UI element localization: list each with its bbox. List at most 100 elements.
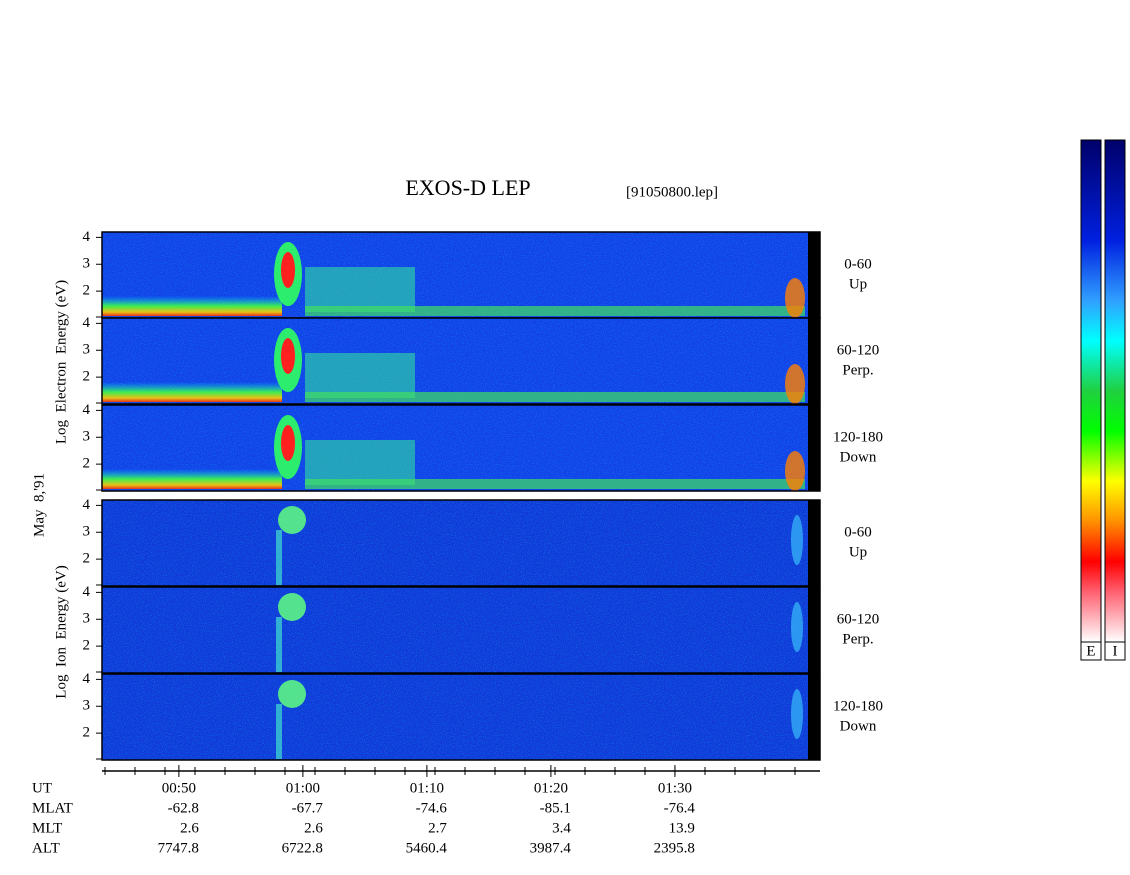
ion-end bbox=[791, 602, 803, 652]
x-tick-label: 01:20 bbox=[534, 780, 568, 796]
panel-label: 0-60 bbox=[844, 256, 872, 272]
ion-burst bbox=[278, 593, 306, 621]
x-tick-label: 00:50 bbox=[162, 780, 196, 796]
ephemeris-value: 2.6 bbox=[304, 820, 323, 836]
panel-label: Down bbox=[840, 718, 877, 734]
ephemeris-name: MLAT bbox=[32, 800, 73, 816]
y-tick-label: 4 bbox=[83, 315, 91, 331]
x-tick-label: 01:10 bbox=[410, 780, 444, 796]
spectrogram-panel: 2 3 4 60-120 Perp. bbox=[83, 584, 880, 674]
end-burst bbox=[785, 451, 805, 491]
structured-region bbox=[305, 267, 415, 312]
y-tick-label: 3 bbox=[83, 611, 91, 627]
spectrogram-panel: 2 3 4 0-60 Up bbox=[83, 229, 872, 319]
burst-core bbox=[281, 252, 295, 288]
data-gap bbox=[808, 500, 820, 586]
chart-title: EXOS-D LEP bbox=[405, 175, 530, 200]
colorbar: E I bbox=[1080, 139, 1126, 661]
ephemeris-value: 2395.8 bbox=[654, 840, 695, 856]
colorbar-label: E bbox=[1086, 643, 1095, 659]
ion-trace bbox=[276, 530, 282, 585]
y-tick-label: 2 bbox=[83, 551, 91, 567]
low-energy-band bbox=[102, 382, 282, 402]
panel-label: 0-60 bbox=[844, 524, 872, 540]
ephemeris-value: 5460.4 bbox=[406, 840, 448, 856]
ephemeris-value: 3987.4 bbox=[530, 840, 572, 856]
data-gap bbox=[808, 674, 820, 760]
ephemeris-value: -85.1 bbox=[540, 800, 571, 816]
y-tick-label: 2 bbox=[83, 638, 91, 654]
structured-region bbox=[305, 440, 415, 485]
ephemeris-value: 7747.8 bbox=[158, 840, 199, 856]
low-band bbox=[305, 392, 805, 402]
plot-area: 2 3 4 0-60 Up 2 3 4 60-120 Perp. 2 3 4 120-180 Down 2 3 4… bbox=[83, 229, 883, 761]
ion-end bbox=[791, 689, 803, 739]
ephemeris-value: -62.8 bbox=[168, 800, 199, 816]
x-axis-label: UT bbox=[32, 780, 52, 796]
ion-burst bbox=[278, 680, 306, 708]
panel-label: Down bbox=[840, 449, 877, 465]
ephemeris-value: 13.9 bbox=[669, 820, 695, 836]
x-tick-label: 01:30 bbox=[658, 780, 692, 796]
ephemeris-value: 2.7 bbox=[428, 820, 447, 836]
panel-label: 120-180 bbox=[833, 698, 883, 714]
end-burst bbox=[785, 278, 805, 318]
file-name: [91050800.lep] bbox=[626, 184, 718, 200]
low-band bbox=[305, 479, 805, 489]
y-tick-label: 2 bbox=[83, 456, 91, 472]
panel-label: 60-120 bbox=[837, 611, 880, 627]
panel-frame bbox=[101, 673, 821, 761]
y-tick-label: 4 bbox=[83, 402, 91, 418]
y-tick-label: 4 bbox=[83, 497, 91, 513]
panel-frame bbox=[101, 586, 821, 674]
y-tick-label: 4 bbox=[83, 229, 91, 245]
ephemeris-name: MLT bbox=[32, 820, 62, 836]
end-burst bbox=[785, 364, 805, 404]
ion-burst bbox=[278, 506, 306, 534]
ephemeris-value: -74.6 bbox=[416, 800, 448, 816]
ion-y-label: Log Ion Energy (eV) bbox=[53, 565, 69, 698]
panel-label: 120-180 bbox=[833, 429, 883, 445]
ephemeris-value: -76.4 bbox=[664, 800, 696, 816]
structured-region bbox=[305, 353, 415, 398]
panel-label: Perp. bbox=[842, 631, 873, 647]
y-tick-label: 3 bbox=[83, 342, 91, 358]
colorbar-label-box bbox=[1104, 641, 1126, 661]
ion-end bbox=[791, 515, 803, 565]
spectrogram-panel: 2 3 4 0-60 Up bbox=[83, 497, 872, 587]
burst-core bbox=[281, 338, 295, 374]
colorbar-label: I bbox=[1113, 643, 1118, 659]
colorbar-ion bbox=[1104, 139, 1126, 643]
y-tick-label: 4 bbox=[83, 584, 91, 600]
panel-label: Perp. bbox=[842, 362, 873, 378]
y-tick-label: 4 bbox=[83, 671, 91, 687]
panel-frame bbox=[101, 404, 821, 492]
panel-frame bbox=[101, 317, 821, 405]
colorbar-label-box bbox=[1080, 641, 1102, 661]
ion-trace bbox=[276, 704, 282, 759]
data-gap bbox=[808, 405, 820, 491]
ion-trace bbox=[276, 617, 282, 672]
ephemeris-name: ALT bbox=[32, 840, 60, 856]
panel-label: Up bbox=[849, 276, 867, 292]
spectrogram-panel: 2 3 4 120-180 Down bbox=[83, 402, 883, 492]
low-band bbox=[305, 306, 805, 316]
burst-core bbox=[281, 425, 295, 461]
y-tick-label: 2 bbox=[83, 725, 91, 741]
y-tick-label: 3 bbox=[83, 429, 91, 445]
data-gap bbox=[808, 232, 820, 318]
panel-label: 60-120 bbox=[837, 342, 880, 358]
low-energy-band bbox=[102, 469, 282, 489]
panel-texture bbox=[102, 587, 820, 673]
panel-texture bbox=[102, 500, 820, 586]
y-tick-label: 2 bbox=[83, 283, 91, 299]
y-tick-label: 3 bbox=[83, 698, 91, 714]
panel-label: Up bbox=[849, 544, 867, 560]
ephemeris-value: 6722.8 bbox=[282, 840, 323, 856]
electron-y-label: Log Electron Energy (eV) bbox=[53, 280, 69, 444]
ephemeris-value: 3.4 bbox=[552, 820, 571, 836]
y-tick-label: 2 bbox=[83, 369, 91, 385]
data-gap bbox=[808, 318, 820, 404]
y-tick-label: 3 bbox=[83, 256, 91, 272]
